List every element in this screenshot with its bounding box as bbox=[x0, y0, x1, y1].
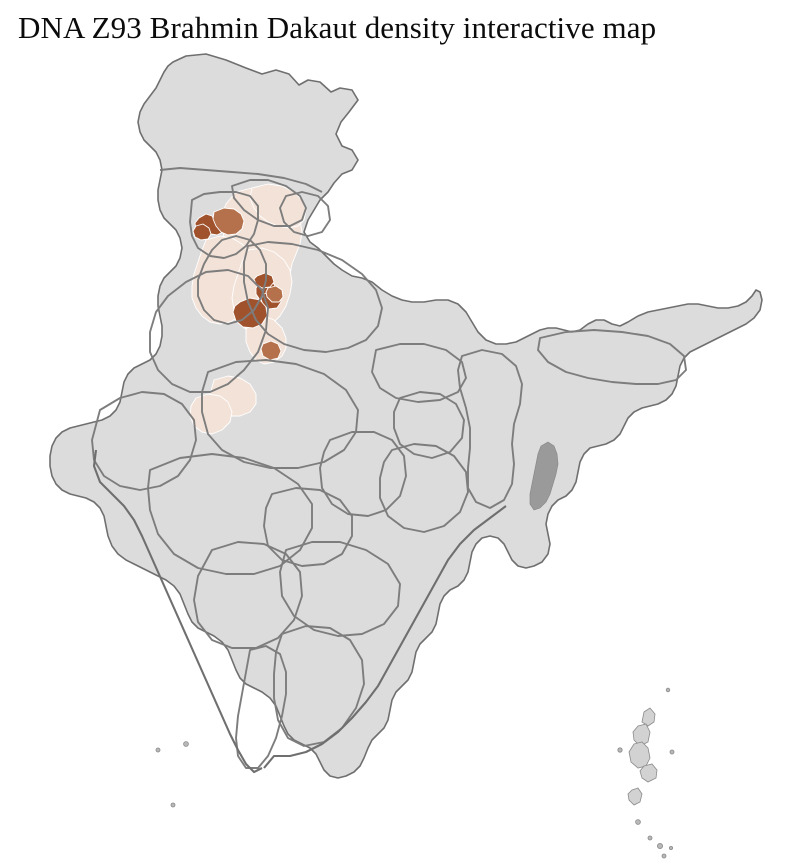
lakshadweep-islands bbox=[155, 741, 189, 808]
state-border-gujarat bbox=[91, 391, 197, 491]
state-border-uttarpradesh bbox=[243, 241, 383, 353]
map-canvas[interactable] bbox=[0, 50, 801, 860]
state-border-telangana bbox=[263, 487, 353, 567]
state-border-karnataka bbox=[193, 541, 303, 649]
district-gurdaspur-high[interactable] bbox=[212, 207, 245, 236]
state-border-kerala bbox=[235, 645, 287, 769]
state-border-odisha bbox=[379, 443, 469, 533]
state-boundaries-layer bbox=[91, 167, 687, 769]
district-tarntaran-high[interactable] bbox=[192, 223, 212, 241]
india-landmass bbox=[49, 53, 763, 779]
state-border-assam bbox=[537, 329, 687, 385]
district-sundarbans bbox=[529, 441, 559, 511]
page-title: DNA Z93 Brahmin Dakaut density interacti… bbox=[18, 10, 657, 45]
andaman-nicobar-islands bbox=[617, 687, 675, 859]
state-border-bihar bbox=[371, 343, 467, 403]
state-border-jk bbox=[159, 167, 323, 193]
base-landmass-layer bbox=[49, 53, 763, 779]
coast-west bbox=[92, 449, 263, 774]
sundarbans-delta-layer bbox=[529, 441, 559, 511]
islands-layer bbox=[155, 687, 675, 859]
high-density-layer[interactable] bbox=[192, 207, 284, 361]
state-border-uttarakhand bbox=[279, 191, 331, 237]
coast-east bbox=[263, 505, 507, 769]
state-border-andhra bbox=[279, 541, 401, 637]
india-choropleth-map[interactable] bbox=[0, 50, 801, 860]
state-border-himachal bbox=[231, 179, 307, 227]
district-baghpat-high[interactable] bbox=[265, 285, 284, 303]
state-border-madhyapradesh bbox=[201, 359, 359, 469]
state-border-westbengal bbox=[457, 349, 523, 509]
district-agra-high[interactable] bbox=[260, 340, 282, 361]
district-karnal-high[interactable] bbox=[253, 272, 275, 289]
state-border-jharkhand bbox=[393, 391, 465, 459]
coastline-layer bbox=[92, 449, 507, 774]
state-border-rajasthan bbox=[149, 269, 269, 393]
